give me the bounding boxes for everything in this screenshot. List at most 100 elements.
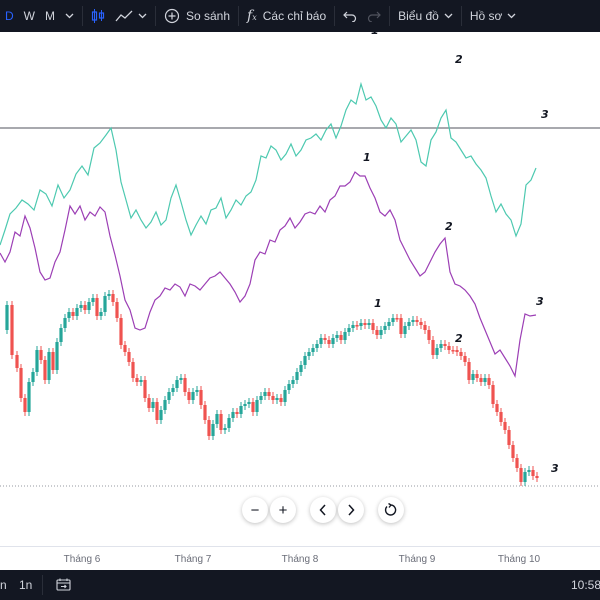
chart-pane[interactable]: 1 2 3 1 2 3 1 2 3 — [0, 32, 600, 546]
range-1n-button[interactable]: 1n — [19, 578, 33, 592]
candle-body — [99, 312, 103, 316]
candle-body — [123, 345, 127, 352]
scroll-right-button[interactable] — [338, 497, 364, 523]
candle-body — [71, 312, 75, 316]
chevron-down-icon — [444, 13, 453, 19]
reset-chart-button[interactable] — [378, 497, 404, 523]
candle-body — [139, 380, 143, 382]
time-axis-label: Tháng 10 — [497, 554, 541, 565]
candle-body — [131, 362, 135, 378]
indicators-label: Các chỉ báo — [262, 9, 327, 23]
line-chart-icon — [115, 10, 133, 22]
chevron-down-icon — [507, 13, 516, 19]
candles-style-button[interactable] — [86, 0, 110, 32]
scroll-left-button[interactable] — [310, 497, 336, 523]
wave-label-purple-1: 1 — [363, 151, 371, 164]
plus-icon: + — [278, 501, 288, 519]
interval-w-button[interactable]: W — [23, 9, 35, 23]
candle-body — [315, 344, 319, 348]
undo-button[interactable] — [338, 0, 362, 32]
time-axis-label: Tháng 8 — [281, 554, 319, 565]
redo-button[interactable] — [362, 0, 386, 32]
plus-circle-icon — [164, 8, 180, 24]
candle-body — [115, 302, 119, 318]
zoom-out-button[interactable]: − — [242, 497, 268, 523]
wave-label-purple-2: 2 — [445, 220, 453, 233]
candle-body — [383, 326, 387, 330]
candle-body — [79, 305, 83, 308]
candle-body — [147, 398, 151, 408]
candle-body — [319, 338, 323, 344]
wave-label-teal-3: 3 — [541, 108, 549, 121]
candle-body — [499, 412, 503, 422]
zoom-in-button[interactable]: + — [270, 497, 296, 523]
interval-m-button[interactable]: M — [45, 9, 55, 23]
candle-body — [95, 298, 99, 316]
candle-body — [355, 325, 359, 327]
candle-body — [275, 398, 279, 400]
chart-menu-label: Biểu đồ — [398, 9, 439, 23]
candle-body — [495, 404, 499, 412]
candlestick-icon — [91, 9, 105, 23]
candle-body — [223, 428, 227, 430]
candle-body — [435, 348, 439, 355]
compare-button[interactable]: So sánh — [159, 0, 235, 32]
candle-body — [411, 320, 415, 322]
indicators-button[interactable]: fx Các chỉ báo — [242, 0, 331, 32]
chevron-right-icon — [348, 504, 355, 516]
candle-body — [391, 318, 395, 322]
candle-body — [511, 445, 515, 458]
candle-body — [107, 294, 111, 296]
candle-body — [15, 355, 19, 368]
candle-body — [43, 360, 47, 380]
candle-body — [239, 406, 243, 414]
candle-body — [10, 305, 14, 355]
candle-body — [39, 350, 43, 360]
candle-body — [507, 430, 511, 445]
candle-body — [247, 402, 251, 404]
candle-body — [251, 402, 255, 412]
candle-body — [447, 346, 451, 350]
candle-body — [323, 338, 327, 340]
candle-body — [103, 296, 107, 312]
candle-body — [331, 338, 335, 344]
candle-body — [427, 330, 431, 340]
candle-body — [519, 468, 523, 482]
purple-series-line — [0, 171, 537, 378]
candle-body — [431, 340, 435, 355]
interval-dropdown-button[interactable] — [60, 0, 79, 32]
time-axis-label: Tháng 7 — [174, 554, 212, 565]
candle-body — [63, 318, 67, 328]
candle-body — [91, 298, 95, 302]
range-button[interactable]: n — [0, 578, 7, 592]
candle-body — [19, 368, 23, 398]
candle-body — [367, 323, 371, 325]
candle-body — [503, 422, 507, 430]
date-range-button[interactable] — [56, 578, 71, 594]
candle-body — [227, 418, 231, 428]
toolbar-divider — [389, 6, 391, 26]
candle-body — [243, 404, 247, 406]
candle-body — [299, 365, 303, 372]
candle-body — [311, 348, 315, 352]
candle-body — [55, 342, 59, 370]
candle-body — [443, 344, 447, 346]
minus-icon: − — [250, 501, 260, 519]
candle-body — [67, 312, 71, 318]
toolbar-divider — [238, 6, 240, 26]
wave-label-purple-3: 3 — [536, 295, 544, 308]
candle-body — [363, 323, 367, 325]
candle-body — [395, 318, 399, 320]
chart-canvas: 1 2 3 1 2 3 1 2 3 — [0, 32, 600, 487]
candle-body — [159, 410, 163, 420]
line-style-button[interactable] — [110, 0, 152, 32]
candle-body — [175, 380, 179, 388]
date-range-icon — [56, 578, 71, 591]
time-axis[interactable]: Tháng 6 Tháng 7 Tháng 8 Tháng 9 Tháng 10 — [0, 546, 600, 571]
candle-body — [119, 318, 123, 345]
chevron-down-icon — [138, 13, 147, 19]
candle-body — [195, 390, 199, 392]
profile-menu-button[interactable]: Hồ sơ — [465, 0, 522, 32]
interval-d-button[interactable]: D — [5, 9, 14, 23]
chart-menu-button[interactable]: Biểu đồ — [393, 0, 458, 32]
